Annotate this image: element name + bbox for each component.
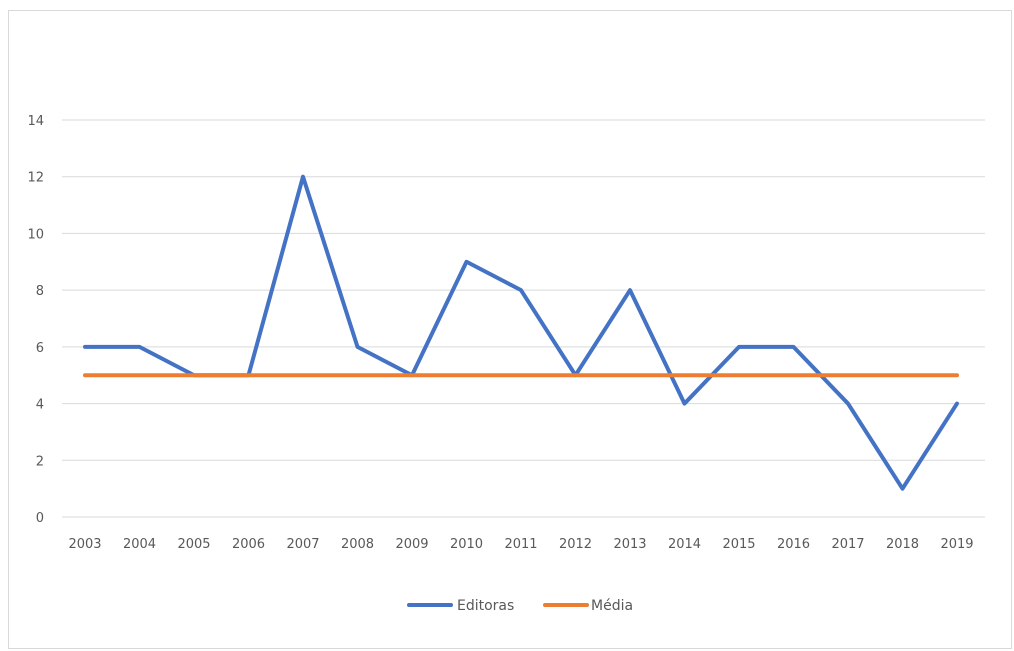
x-tick-label: 2019 (940, 537, 973, 552)
x-tick-label: 2011 (504, 537, 537, 552)
x-tick-label: 2015 (722, 537, 755, 552)
y-tick-label: 14 (27, 114, 44, 129)
legend-label-editoras: Editoras (457, 598, 514, 614)
x-tick-label: 2004 (123, 537, 156, 552)
x-tick-label: 2017 (831, 537, 864, 552)
x-tick-label: 2014 (668, 537, 701, 552)
x-tick-label: 2018 (886, 537, 919, 552)
y-tick-label: 4 (36, 398, 44, 413)
x-tick-label: 2016 (777, 537, 810, 552)
series-line-editoras (83, 174, 959, 491)
y-tick-label: 2 (36, 454, 44, 469)
legend-label-media: Média (591, 598, 633, 614)
x-tick-label: 2012 (559, 537, 592, 552)
x-tick-label: 2006 (232, 537, 265, 552)
y-tick-label: 6 (36, 341, 44, 356)
x-tick-label: 2007 (286, 537, 319, 552)
y-tick-label: 8 (36, 284, 44, 299)
y-tick-label: 10 (27, 227, 44, 242)
x-tick-label: 2013 (613, 537, 646, 552)
gridlines (62, 119, 985, 518)
y-axis-ticks: 0 2 4 6 8 10 12 14 (27, 114, 44, 526)
y-tick-label: 0 (36, 511, 44, 526)
x-tick-label: 2003 (68, 537, 101, 552)
x-axis-ticks: 2003 2004 2005 2006 2007 2008 2009 2010 2011 2012… (68, 537, 973, 552)
y-tick-label: 12 (27, 171, 44, 186)
series-lines (83, 174, 959, 491)
chart-area (8, 10, 1012, 649)
x-tick-label: 2008 (341, 537, 374, 552)
x-tick-label: 2005 (177, 537, 210, 552)
x-tick-label: 2010 (450, 537, 483, 552)
legend: Editoras Média (407, 598, 633, 614)
x-tick-label: 2009 (395, 537, 428, 552)
